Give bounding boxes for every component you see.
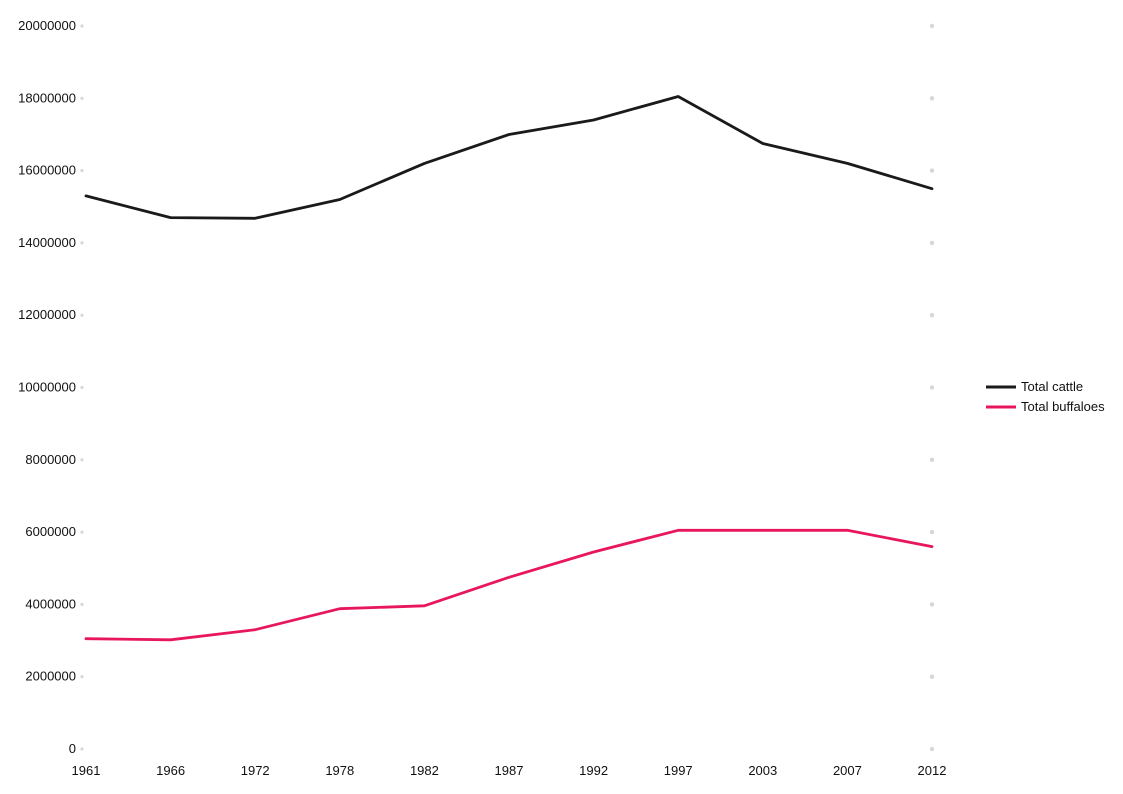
y-grid-marker	[929, 23, 935, 29]
y-axis-marker	[80, 313, 84, 317]
series-line-cattle	[84, 95, 934, 220]
series-line-buffaloes	[84, 528, 934, 642]
y-tick-label: 4000000	[25, 596, 76, 611]
x-axis-ticks: 1961 1966 1972 1978 1982 1987 1992 1997 2003 2007…	[72, 763, 947, 778]
y-grid-marker	[929, 240, 935, 246]
y-tick-label: 14000000	[18, 235, 76, 250]
y-tick-label: 18000000	[18, 90, 76, 105]
y-grid-marker	[929, 602, 935, 607]
y-axis-marker	[80, 385, 84, 390]
x-tick-label: 2003	[748, 763, 777, 778]
y-axis-marker	[80, 458, 84, 462]
x-tick-label: 1972	[241, 763, 270, 778]
y-tick-label: 2000000	[25, 669, 76, 684]
series-lines	[84, 95, 934, 642]
x-tick-label: 1966	[156, 763, 185, 778]
y-axis-marker	[80, 24, 84, 28]
x-tick-label: 1997	[664, 763, 693, 778]
y-axis-ticks: 0 2000000 4000000 6000000 8000000 10000000 120…	[18, 18, 935, 756]
x-tick-label: 1978	[325, 763, 354, 778]
x-tick-label: 2007	[833, 763, 862, 778]
x-tick-label: 1982	[410, 763, 439, 778]
y-tick-label: 8000000	[25, 452, 76, 467]
legend-label: Total buffaloes	[1021, 399, 1105, 414]
y-axis-marker	[80, 747, 84, 751]
y-tick-label: 6000000	[25, 524, 76, 539]
y-grid-marker	[929, 96, 935, 101]
y-axis-marker	[80, 169, 84, 173]
y-tick-label: 10000000	[18, 380, 76, 395]
y-grid-marker	[929, 385, 935, 390]
y-axis-marker	[80, 241, 84, 245]
y-axis-marker	[80, 96, 84, 100]
x-tick-label: 1961	[72, 763, 101, 778]
x-tick-label: 1987	[495, 763, 524, 778]
legend-label: Total cattle	[1021, 379, 1083, 394]
y-tick-label: 12000000	[18, 307, 76, 322]
y-tick-label: 20000000	[18, 18, 76, 33]
legend: Total cattle Total buffaloes	[986, 379, 1105, 414]
y-axis-marker	[80, 530, 84, 534]
y-grid-marker	[929, 746, 935, 752]
y-tick-label: 0	[69, 741, 76, 756]
y-grid-marker	[929, 457, 935, 462]
y-axis-marker	[80, 602, 84, 607]
y-grid-marker	[929, 674, 935, 679]
x-tick-label: 2012	[918, 763, 947, 778]
y-grid-marker	[929, 529, 935, 535]
y-axis-marker	[80, 675, 84, 679]
y-grid-marker	[929, 313, 935, 318]
x-tick-label: 1992	[579, 763, 608, 778]
y-grid-marker	[929, 168, 935, 173]
y-tick-label: 16000000	[18, 163, 76, 178]
